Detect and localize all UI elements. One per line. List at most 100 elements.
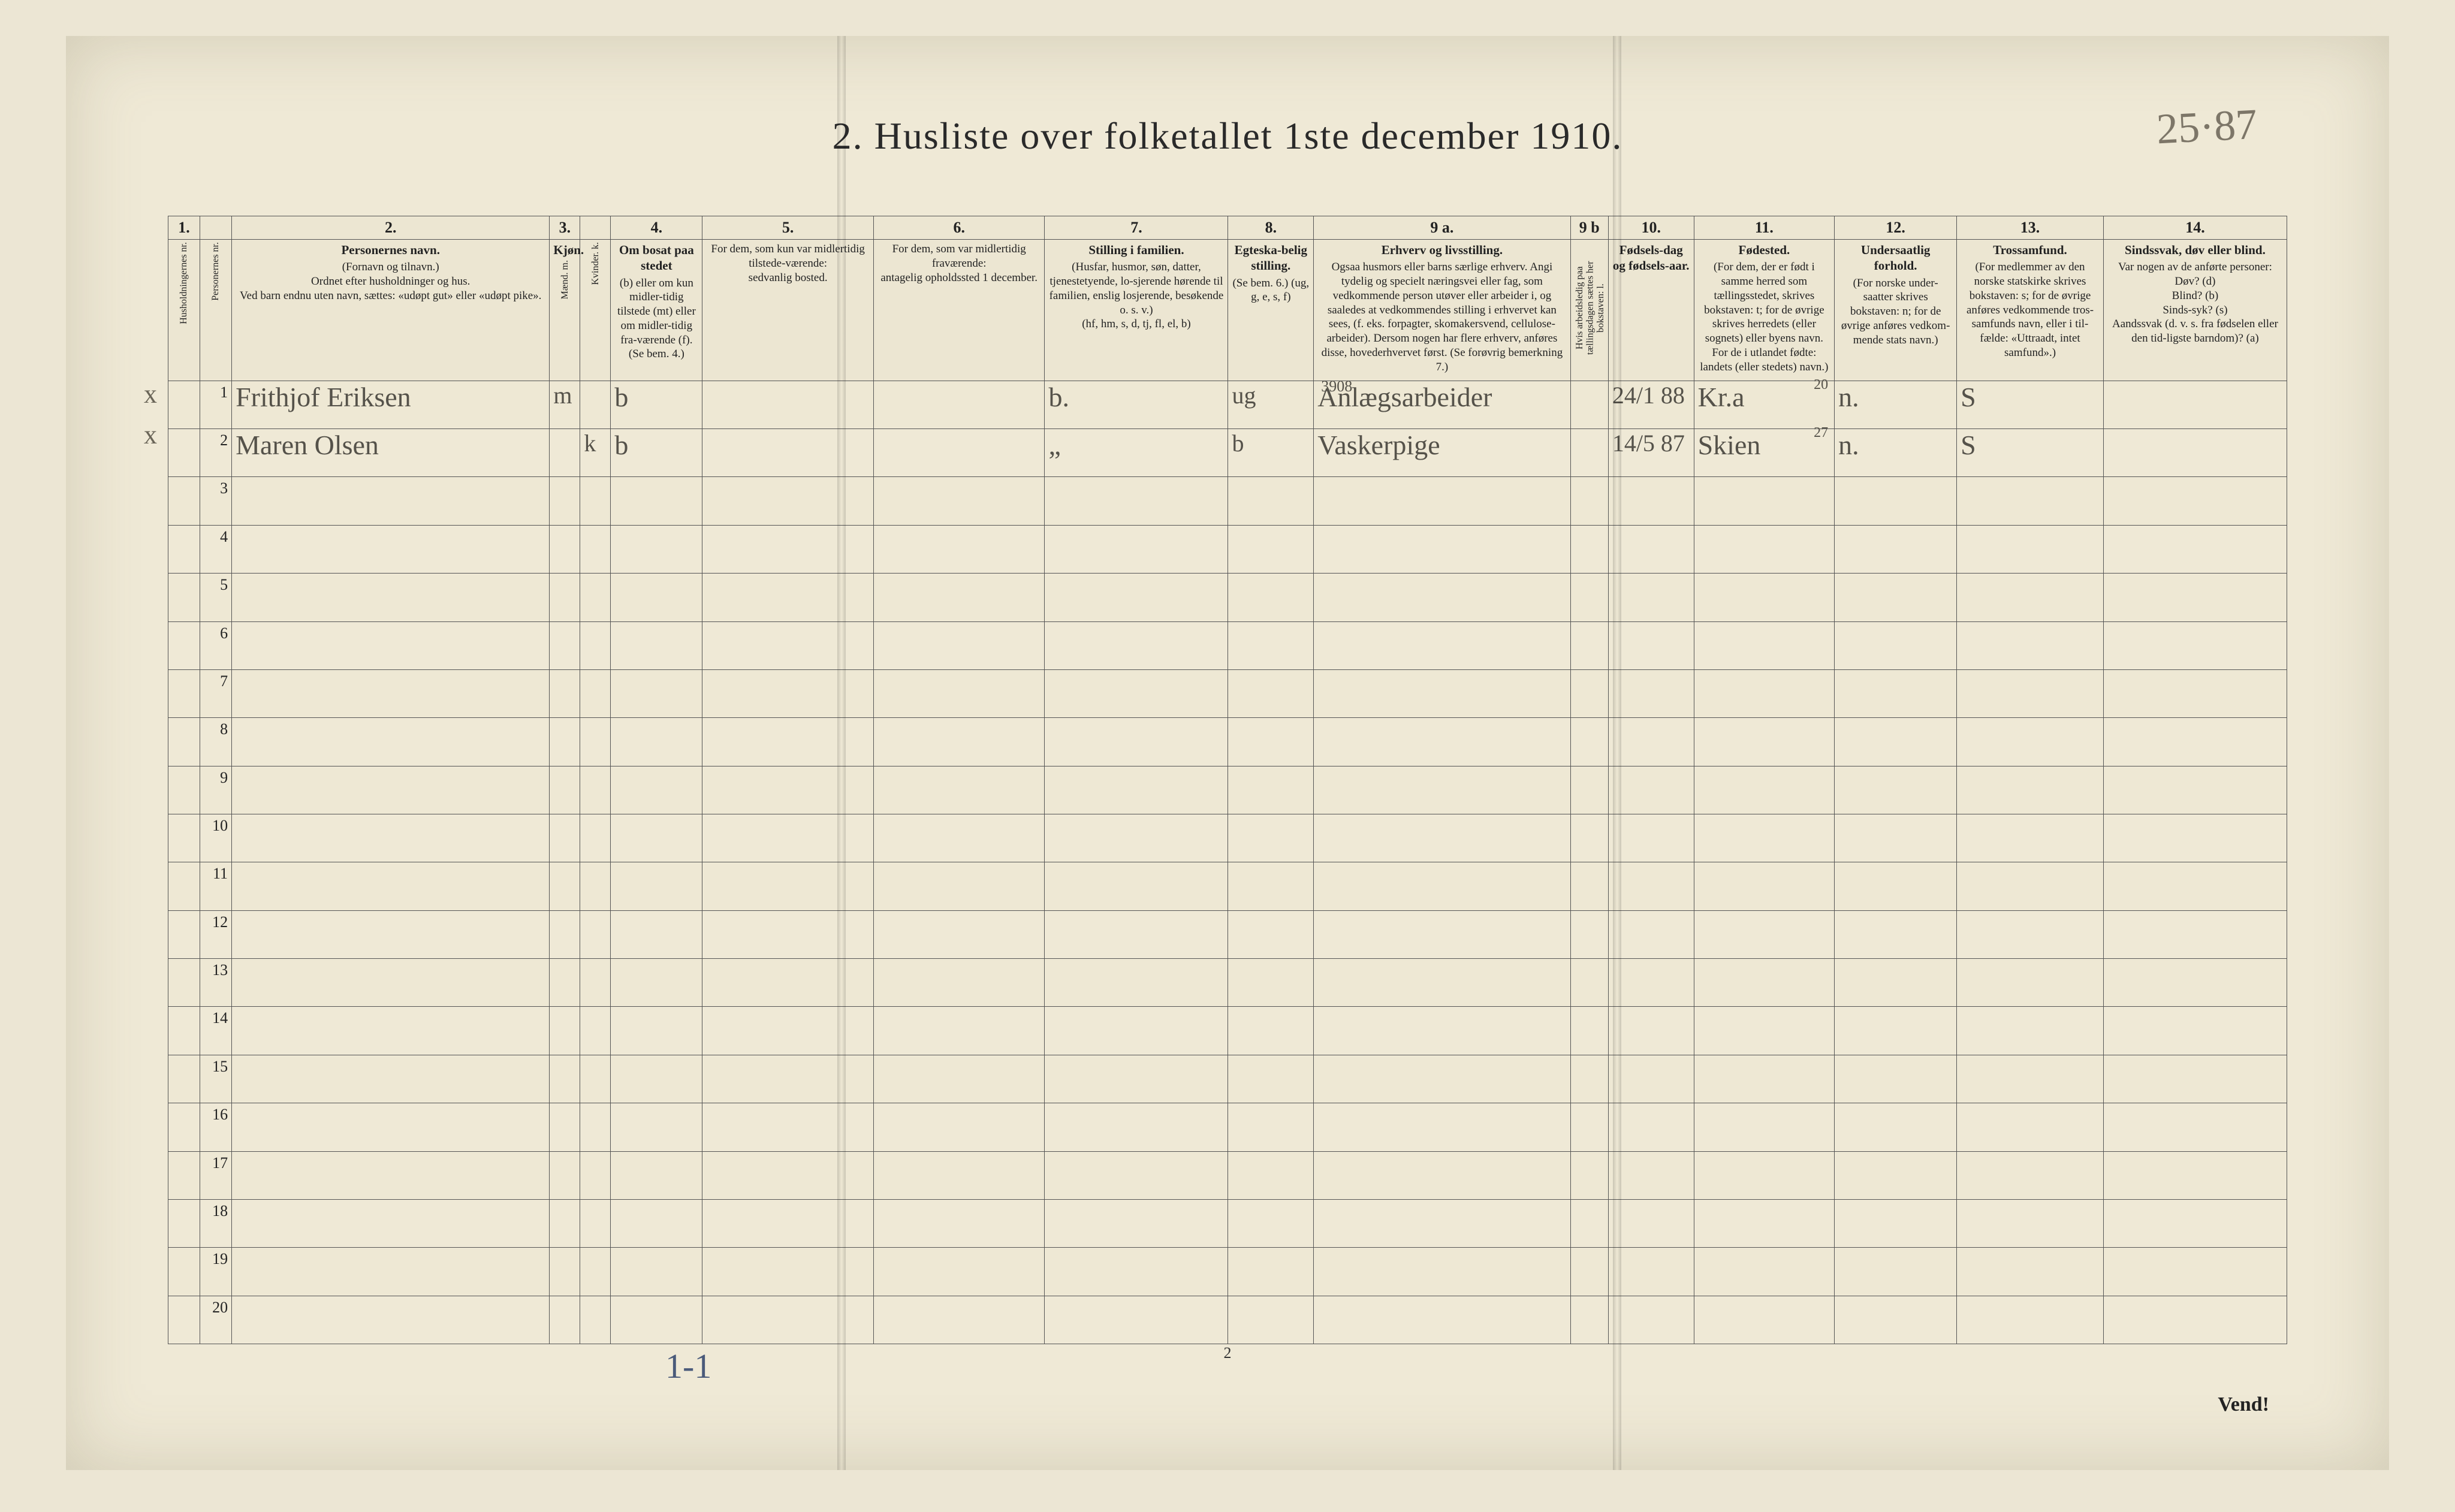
cell [580,1007,611,1055]
cell [168,766,200,814]
cell [1957,525,2104,573]
cell [550,814,580,862]
table-row: 12 [168,910,2287,958]
census-table: 1.2.3.4.5.6.7.8.9 a.9 b10.11.12.13.14. H… [168,216,2287,1344]
cell [1570,1248,1608,1296]
cell [873,1199,1045,1247]
cell [611,910,702,958]
table-header: 1.2.3.4.5.6.7.8.9 a.9 b10.11.12.13.14. H… [168,216,2287,381]
cell [232,1296,550,1344]
cell: 20 [200,1296,232,1344]
cell [1570,477,1608,525]
cell [580,1296,611,1344]
cell: Vaskerpige [1314,429,1570,477]
cell [580,621,611,669]
cell: 11 [200,862,232,910]
cell [702,766,874,814]
cell [1957,669,2104,717]
cell [1608,1151,1694,1199]
header-col-text: Sindssvak, døv eller blind.Var nogen av … [2103,240,2287,381]
cell [1314,574,1570,621]
cell [873,381,1045,428]
cell [611,477,702,525]
cell [2103,718,2287,766]
cell: k [580,429,611,477]
cell: 13 [200,959,232,1007]
cell [1694,910,1835,958]
cell [1835,1248,1957,1296]
cell [168,814,200,862]
cell [2103,814,2287,862]
table-row: 18 [168,1199,2287,1247]
margin-mark-2: x [144,420,157,450]
cell: S [1957,381,2104,428]
cell [1957,574,2104,621]
table-row: 13 [168,959,2287,1007]
cell [1570,862,1608,910]
cell: 10 [200,814,232,862]
cell [611,862,702,910]
cell: 8 [200,718,232,766]
document-title: 2. Husliste over folketallet 1ste decemb… [66,114,2389,158]
cell [1228,669,1314,717]
cell [232,621,550,669]
cell [2103,910,2287,958]
cell [1314,477,1570,525]
table-row: 9 [168,766,2287,814]
cell [1228,525,1314,573]
cell [1570,669,1608,717]
cell: „ [1045,429,1228,477]
cell [1314,1007,1570,1055]
cell [1045,525,1228,573]
cell [1228,1151,1314,1199]
cell [1570,1151,1608,1199]
cell [702,1103,874,1151]
cell [1570,1007,1608,1055]
cell: 12 [200,910,232,958]
header-col-text: Kvinder. k. [580,240,611,381]
header-col-number: 9 b [1570,216,1608,240]
cell [611,1151,702,1199]
cell [1835,959,1957,1007]
header-col-number: 5. [702,216,874,240]
header-col-number: 6. [873,216,1045,240]
cell [1957,862,2104,910]
table-row: 14 [168,1007,2287,1055]
cell [168,1296,200,1344]
cell [1835,1007,1957,1055]
cell [873,1007,1045,1055]
cell [1314,862,1570,910]
cell [2103,1055,2287,1103]
cell [1694,1055,1835,1103]
page-number: 2 [1224,1344,1232,1362]
cell: 17 [200,1151,232,1199]
cell [580,910,611,958]
cell [232,1103,550,1151]
cell [1570,381,1608,428]
cell [232,910,550,958]
cell [1570,1103,1608,1151]
cell [873,477,1045,525]
cell [168,574,200,621]
cell [1835,1296,1957,1344]
cell [232,766,550,814]
table-row: 4 [168,525,2287,573]
table-row: 15 [168,1055,2287,1103]
cell [1835,1103,1957,1151]
cell [1694,1199,1835,1247]
cell [1045,718,1228,766]
cell [580,574,611,621]
cell [1608,718,1694,766]
cell [168,1007,200,1055]
cell [702,814,874,862]
cell [1608,1296,1694,1344]
cell [1045,910,1228,958]
cell [702,910,874,958]
cell [550,959,580,1007]
cell: 24/1 88 [1608,381,1694,428]
cell [1694,477,1835,525]
cell [1694,574,1835,621]
cell [1045,1248,1228,1296]
cell [580,959,611,1007]
cell [550,429,580,477]
